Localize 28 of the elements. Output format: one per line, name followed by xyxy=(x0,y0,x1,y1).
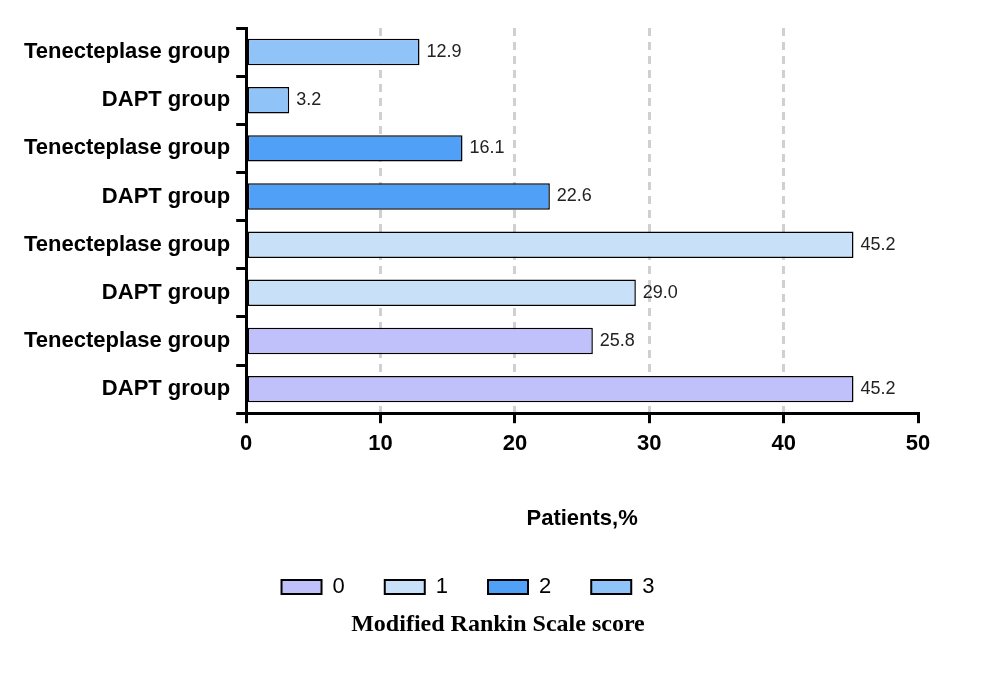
legend-label: 2 xyxy=(539,573,552,599)
y-tick-label: DAPT group xyxy=(101,375,231,401)
y-tick-label: DAPT group xyxy=(101,278,231,304)
y-tick-label: Tenecteplase group xyxy=(23,230,231,256)
legend-label: 0 xyxy=(332,573,345,599)
data-label: 45.2 xyxy=(860,378,896,399)
legend-label: 1 xyxy=(435,573,449,599)
y-tick-label: Tenecteplase group xyxy=(23,38,231,64)
x-axis-title: Patients,% xyxy=(526,504,638,530)
data-label: 45.2 xyxy=(860,233,896,254)
data-label: 16.1 xyxy=(469,137,505,158)
x-tick-label: 50 xyxy=(905,430,931,456)
data-label: 22.6 xyxy=(556,185,592,206)
x-tick-label: 40 xyxy=(771,430,796,456)
x-tick-label: 0 xyxy=(240,430,253,456)
legend-label: 3 xyxy=(642,573,655,599)
y-tick-label: DAPT group xyxy=(101,86,231,112)
y-tick-label: DAPT group xyxy=(101,182,231,208)
legend-title: Modified Rankin Scale score xyxy=(350,610,646,637)
x-tick-label: 10 xyxy=(368,430,393,456)
data-label: 29.0 xyxy=(642,281,678,302)
x-tick-label: 30 xyxy=(637,430,662,456)
y-tick-label: Tenecteplase group xyxy=(23,327,231,353)
data-label: 25.8 xyxy=(599,329,635,350)
data-label: 3.2 xyxy=(296,89,322,110)
x-tick-label: 20 xyxy=(502,430,528,456)
y-tick-label: Tenecteplase group xyxy=(23,134,231,160)
data-label: 12.9 xyxy=(426,41,462,62)
